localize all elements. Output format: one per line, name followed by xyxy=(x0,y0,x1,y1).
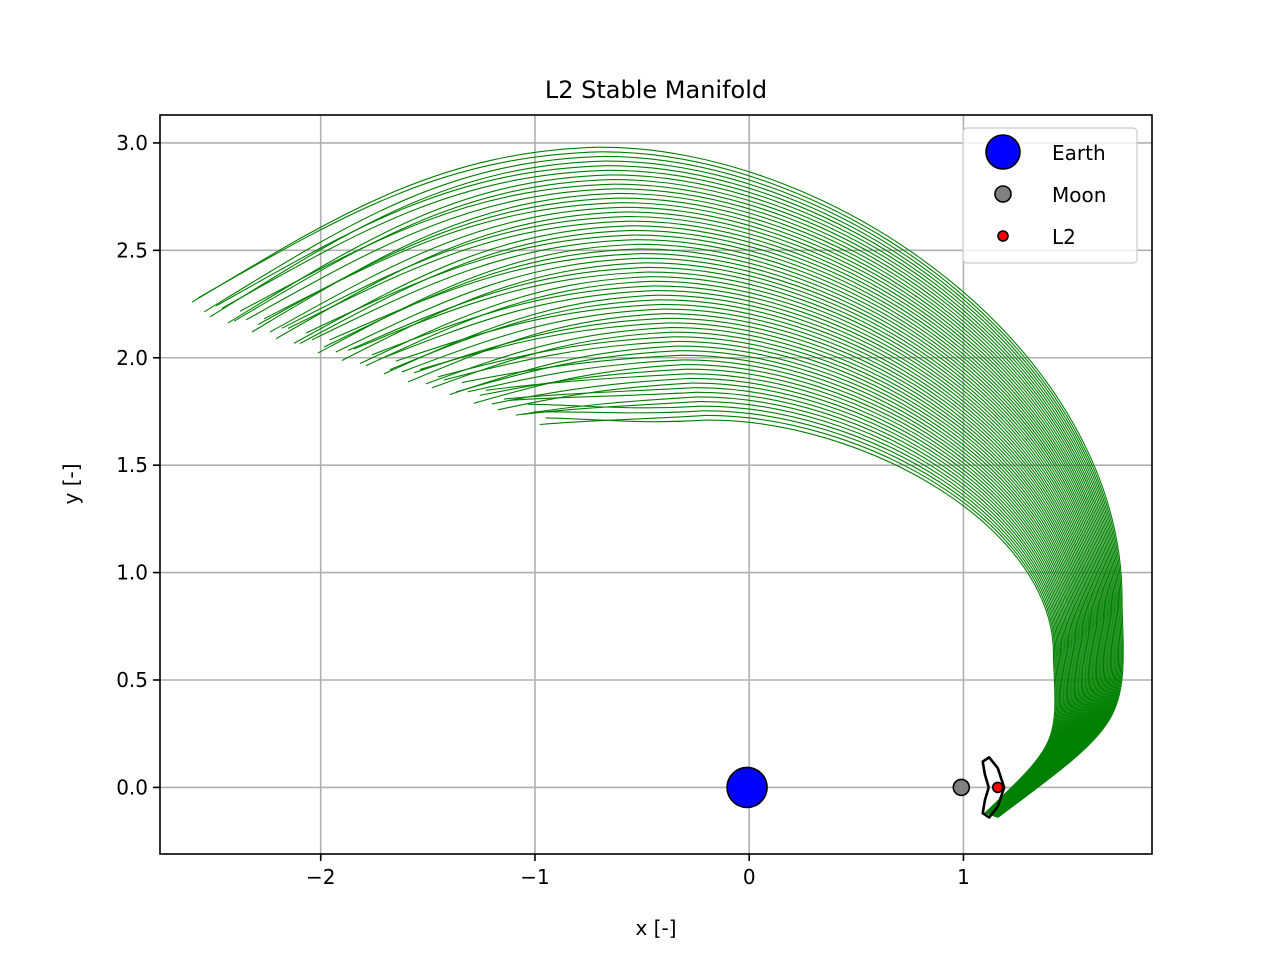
y-axis-label: y [-] xyxy=(59,463,83,504)
manifold-trajectory xyxy=(197,151,1123,818)
manifold-trajectory xyxy=(215,165,1120,818)
manifold-trajectory xyxy=(407,313,1083,816)
y-tick-label: 1.5 xyxy=(116,453,148,477)
manifold-trajectory xyxy=(263,202,1110,818)
manifold-trajectory xyxy=(353,271,1093,816)
y-tick-label: 0.0 xyxy=(116,775,148,799)
manifold-trajectory xyxy=(323,248,1099,817)
manifold-trajectory xyxy=(359,276,1092,816)
manifold-trajectory xyxy=(479,368,1069,815)
manifold-trajectory xyxy=(365,280,1091,816)
manifold-trajectory xyxy=(527,403,1059,814)
manifold-trajectory xyxy=(335,257,1096,817)
manifold-trajectory xyxy=(191,146,1124,818)
manifold-trajectory xyxy=(299,229,1103,817)
manifold-trajectory xyxy=(419,322,1080,816)
lyapunov-orbit-layer xyxy=(981,756,1006,819)
legend-marker-earth xyxy=(985,134,1021,170)
y-tick-label: 0.5 xyxy=(116,668,148,692)
manifold-trajectory xyxy=(377,290,1088,816)
manifold-trajectory xyxy=(455,350,1073,815)
manifold-trajectory xyxy=(461,354,1072,815)
y-tick-label: 1.0 xyxy=(116,561,148,585)
manifold-trajectory xyxy=(401,308,1084,816)
manifold-trajectory xyxy=(413,317,1081,816)
manifold-trajectory xyxy=(497,382,1065,815)
manifold-trajectory xyxy=(389,299,1086,816)
manifold-trajectory xyxy=(251,192,1113,818)
manifold-trajectory xyxy=(515,396,1062,814)
marker-moon xyxy=(952,778,971,797)
manifold-trajectory xyxy=(521,401,1061,814)
manifold-trajectory xyxy=(329,253,1098,817)
y-tick-label: 2.5 xyxy=(116,238,148,262)
manifold-trajectory xyxy=(203,155,1122,818)
manifold-trajectory xyxy=(233,179,1116,818)
manifold-trajectory xyxy=(437,336,1077,815)
x-axis-label: x [-] xyxy=(635,916,676,940)
manifold-trajectory xyxy=(287,220,1106,817)
manifold-trajectory xyxy=(275,211,1108,817)
legend-label-moon: Moon xyxy=(1052,183,1106,207)
legend-marker-l2 xyxy=(997,230,1009,242)
manifold-trajectory xyxy=(245,188,1114,818)
marker-earth xyxy=(726,766,768,809)
y-axis-ticks: 0.0 0.5 1.0 1.5 2.0 2.5 3.0 xyxy=(116,131,160,799)
x-tick-label: −2 xyxy=(306,865,335,889)
manifold-trajectory xyxy=(425,327,1079,816)
chart-title: L2 Stable Manifold xyxy=(545,76,767,104)
manifold-trajectory xyxy=(539,414,1057,814)
manifold-trajectory xyxy=(467,359,1071,815)
legend-label-earth: Earth xyxy=(1052,141,1106,165)
manifold-trajectory xyxy=(449,345,1074,815)
manifold-trajectory xyxy=(383,294,1087,816)
manifold-trajectory xyxy=(305,234,1102,817)
manifold-trajectory xyxy=(443,340,1076,815)
manifold-trajectory xyxy=(491,377,1066,815)
y-tick-label: 3.0 xyxy=(116,131,148,155)
legend-marker-moon xyxy=(994,185,1012,203)
manifold-trajectory xyxy=(269,206,1109,817)
manifold-trajectory xyxy=(395,303,1085,816)
plot-frame xyxy=(159,114,1153,855)
manifold-trajectory xyxy=(341,262,1095,817)
manifold-trajectory xyxy=(293,225,1105,817)
manifold-trajectory xyxy=(257,197,1112,818)
x-tick-label: 0 xyxy=(743,865,756,889)
manifold-trajectory xyxy=(431,331,1078,815)
manifold-trajectory xyxy=(371,285,1090,816)
manifold-trajectory xyxy=(311,239,1101,817)
lyapunov-orbit xyxy=(981,756,1006,819)
manifold-trajectory xyxy=(473,364,1070,815)
manifold-trajectory xyxy=(347,266,1094,817)
manifold-trajectories xyxy=(191,146,1124,818)
manifold-trajectory xyxy=(239,183,1115,818)
x-tick-label: 1 xyxy=(957,865,970,889)
x-tick-label: −1 xyxy=(520,865,549,889)
manifold-trajectory xyxy=(545,417,1056,814)
manifold-trajectory xyxy=(227,174,1117,818)
manifold-trajectory xyxy=(317,243,1100,817)
manifold-trajectory xyxy=(533,410,1058,814)
manifold-trajectory xyxy=(281,216,1107,817)
manifold-trajectory xyxy=(485,373,1068,815)
legend-label-l2: L2 xyxy=(1052,225,1076,249)
manifold-trajectory xyxy=(221,169,1118,818)
legend: Earth Moon L2 xyxy=(962,127,1138,264)
x-axis-ticks: −2 −1 0 1 xyxy=(306,854,970,889)
manifold-trajectory xyxy=(503,387,1064,815)
manifold-trajectory xyxy=(509,391,1063,815)
y-tick-label: 2.0 xyxy=(116,346,148,370)
body-markers xyxy=(726,766,1004,809)
manifold-trajectory xyxy=(209,160,1121,818)
marker-l2 xyxy=(991,781,1004,794)
